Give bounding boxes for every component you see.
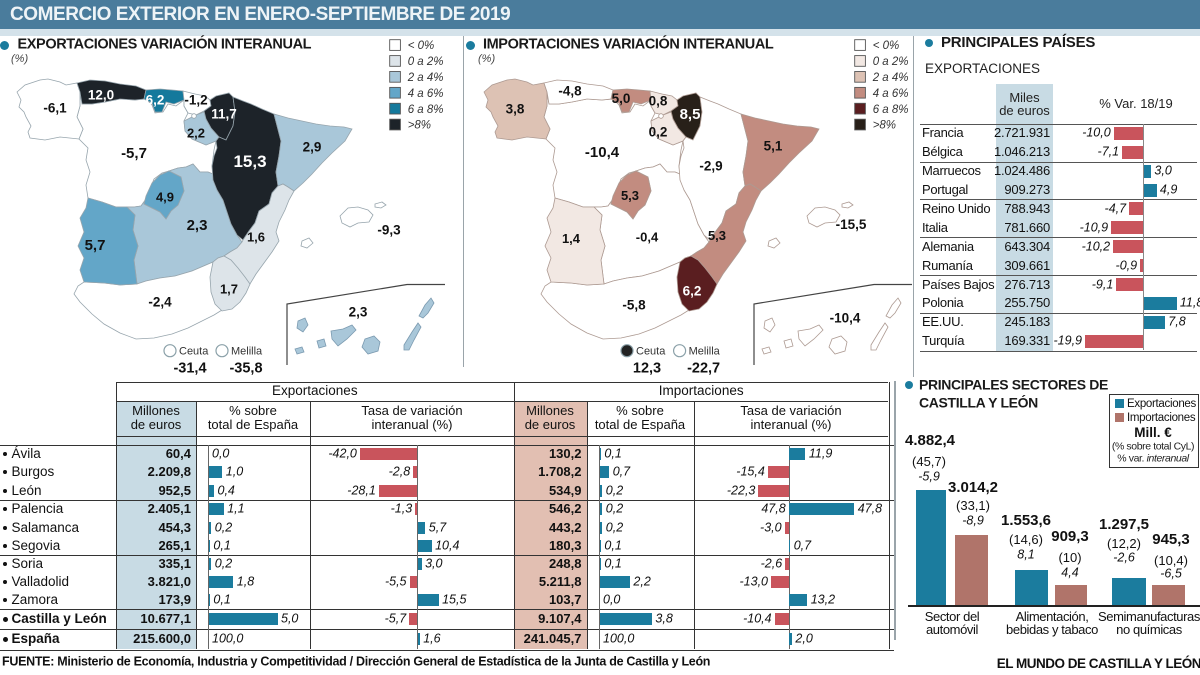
- svg-text:>8%: >8%: [408, 120, 431, 132]
- svg-text:< 0%: < 0%: [408, 40, 435, 52]
- svg-text:5,0: 5,0: [612, 91, 631, 106]
- svg-text:-2,4: -2,4: [148, 295, 172, 310]
- svg-text:12,3: 12,3: [633, 361, 661, 377]
- svg-text:3,8: 3,8: [506, 102, 525, 117]
- svg-text:2,3: 2,3: [349, 305, 368, 320]
- svg-text:1,6: 1,6: [247, 230, 265, 245]
- svg-text:< 0%: < 0%: [873, 40, 900, 52]
- svg-text:6,2: 6,2: [683, 284, 702, 299]
- svg-text:5,1: 5,1: [764, 139, 783, 154]
- svg-text:6 a 8%: 6 a 8%: [873, 104, 909, 116]
- svg-text:8,5: 8,5: [680, 106, 701, 123]
- svg-text:2 a 4%: 2 a 4%: [872, 72, 909, 84]
- svg-text:-1,2: -1,2: [184, 93, 207, 108]
- svg-text:Melilla: Melilla: [689, 346, 721, 358]
- svg-text:5,3: 5,3: [708, 228, 726, 243]
- svg-text:11,7: 11,7: [211, 107, 237, 122]
- svg-text:2,9: 2,9: [303, 140, 322, 155]
- svg-text:4 a 6%: 4 a 6%: [408, 88, 444, 100]
- svg-text:-22,7: -22,7: [687, 361, 720, 377]
- svg-text:-31,4: -31,4: [173, 361, 206, 377]
- svg-text:5,7: 5,7: [85, 237, 106, 254]
- svg-text:-35,8: -35,8: [229, 361, 262, 377]
- svg-text:6 a 8%: 6 a 8%: [408, 104, 444, 116]
- svg-text:-6,1: -6,1: [43, 101, 67, 116]
- svg-text:1,7: 1,7: [220, 282, 238, 297]
- svg-text:4 a 6%: 4 a 6%: [873, 88, 909, 100]
- svg-text:5,3: 5,3: [621, 188, 639, 203]
- svg-text:4,9: 4,9: [156, 190, 174, 205]
- svg-text:2,2: 2,2: [187, 126, 205, 141]
- svg-text:15,3: 15,3: [233, 152, 266, 171]
- svg-text:-5,7: -5,7: [121, 145, 147, 162]
- svg-text:Ceuta: Ceuta: [636, 346, 666, 358]
- svg-text:2 a 4%: 2 a 4%: [407, 72, 444, 84]
- svg-text:-2,9: -2,9: [699, 159, 722, 174]
- svg-text:0,8: 0,8: [649, 94, 668, 109]
- svg-text:-9,3: -9,3: [377, 223, 401, 238]
- svg-text:0 a 2%: 0 a 2%: [408, 56, 444, 68]
- svg-text:-10,4: -10,4: [585, 144, 620, 161]
- svg-text:>8%: >8%: [873, 120, 896, 132]
- svg-text:-0,4: -0,4: [636, 230, 659, 245]
- svg-text:-15,5: -15,5: [836, 217, 867, 232]
- svg-text:Melilla: Melilla: [231, 346, 263, 358]
- svg-text:0 a 2%: 0 a 2%: [873, 56, 909, 68]
- svg-text:6,2: 6,2: [146, 93, 165, 108]
- svg-text:1,4: 1,4: [562, 231, 581, 246]
- svg-text:Ceuta: Ceuta: [179, 346, 209, 358]
- svg-text:-4,8: -4,8: [558, 84, 582, 99]
- svg-text:2,3: 2,3: [187, 217, 208, 234]
- svg-text:0,2: 0,2: [649, 125, 668, 140]
- svg-text:-5,8: -5,8: [622, 298, 646, 313]
- svg-text:-10,4: -10,4: [830, 311, 861, 326]
- svg-text:12,0: 12,0: [88, 88, 114, 103]
